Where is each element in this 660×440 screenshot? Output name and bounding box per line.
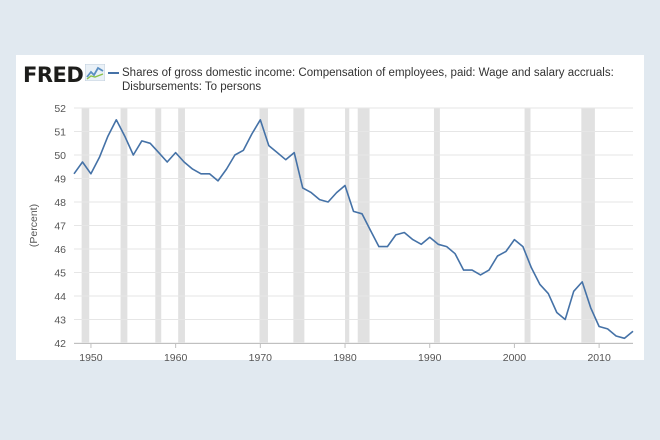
y-tick-label: 48 [54,197,66,209]
x-tick-label: 1980 [333,352,357,364]
y-tick-label: 43 [54,315,66,327]
y-tick-label: 44 [54,291,66,303]
y-tick-label: 46 [54,244,66,256]
legend: Shares of gross domestic income: Compens… [108,66,642,94]
x-tick-label: 1950 [79,352,103,364]
y-tick-label: 49 [54,174,66,186]
y-tick-label: 47 [54,221,66,233]
legend-label: Shares of gross domestic income: Compens… [122,67,614,93]
y-axis-label: (Percent) [28,204,40,247]
x-tick-label: 2010 [587,352,611,364]
series-line [73,119,634,340]
y-tick-label: 42 [54,338,66,350]
x-tick-label: 1960 [164,352,188,364]
x-tick-label: 1990 [418,352,442,364]
y-tick-label: 52 [54,103,66,115]
legend-swatch [108,72,119,74]
chart-line-icon [85,64,105,81]
y-tick-label: 50 [54,150,66,162]
y-tick-label: 51 [54,127,66,139]
y-tick-label: 45 [54,268,66,280]
fred-logo[interactable]: FRED [23,63,84,87]
x-tick-label: 2000 [503,352,527,364]
x-tick-label: 1970 [249,352,273,364]
